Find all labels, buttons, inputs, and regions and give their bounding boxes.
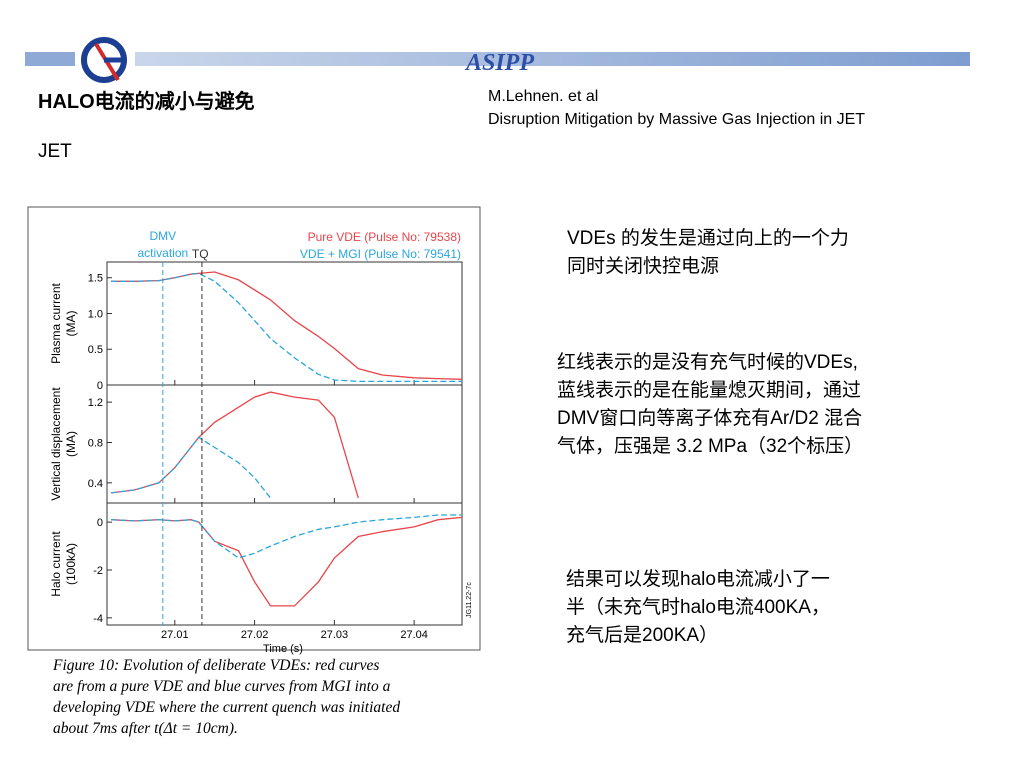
- caption: about 7ms after t(Δt = 10cm).: [53, 720, 238, 737]
- note: 气体，压强是 3.2 MPa（32个标压）: [557, 435, 863, 457]
- y-axis-label: Vertical displacement: [49, 387, 63, 501]
- note: 充气后是200KA）: [566, 624, 718, 646]
- curve: [110, 516, 463, 607]
- y-tick-label: 0: [97, 380, 103, 392]
- y-tick-label: 0: [97, 517, 103, 529]
- citation: M.Lehnen. et al: [488, 88, 598, 105]
- brand: ASIPP: [464, 50, 534, 76]
- panel: [106, 502, 463, 626]
- caption: developing VDE where the current quench …: [53, 699, 400, 716]
- logo: [81, 37, 127, 83]
- y-axis-label: Halo current: [49, 531, 63, 597]
- y-tick-label: 1.5: [88, 273, 103, 285]
- y-axis-label: (MA): [64, 311, 78, 337]
- header-bar: [135, 52, 970, 66]
- y-tick-label: 1.0: [88, 308, 103, 320]
- y-tick-label: 1.2: [88, 397, 103, 409]
- subtitle: JET: [38, 141, 72, 162]
- stamp: JG11.22-7c: [466, 582, 473, 618]
- note: VDEs 的发生是通过向上的一个力: [567, 227, 849, 249]
- curve: [111, 272, 462, 383]
- marker-label: activation: [137, 246, 188, 260]
- legend-entry: Pure VDE (Pulse No: 79538): [308, 230, 461, 244]
- y-tick-label: -4: [93, 613, 103, 625]
- curve: [110, 391, 359, 499]
- curve: [111, 271, 463, 380]
- curve: [110, 514, 462, 559]
- caption: Figure 10: Evolution of deliberate VDEs:…: [52, 657, 379, 674]
- note: 半（未充气时halo电流400KA，: [566, 596, 830, 618]
- x-tick-label: 27.04: [400, 629, 428, 641]
- note: 红线表示的是没有充气时候的VDEs,: [557, 351, 858, 373]
- x-tick-label: 27.03: [321, 629, 349, 641]
- curve: [110, 436, 272, 499]
- note: 结果可以发现halo电流减小了一: [566, 568, 830, 590]
- x-tick-label: 27.01: [161, 629, 189, 641]
- title: HALO电流的减小与避免: [38, 89, 255, 113]
- y-tick-label: 0.4: [88, 478, 103, 490]
- note: DMV窗口向等离子体充有Ar/D2 混合: [557, 407, 862, 429]
- note: 同时关闭快控电源: [567, 255, 719, 277]
- marker-label: TQ: [192, 247, 209, 261]
- y-tick-label: -2: [93, 565, 103, 577]
- x-axis-label: Time (s): [263, 643, 303, 655]
- y-axis-label: (MA): [64, 431, 78, 457]
- note: 蓝线表示的是在能量熄灭期间，通过: [557, 379, 861, 401]
- y-axis-label: Plasma current: [49, 282, 63, 363]
- legend-entry: VDE + MGI (Pulse No: 79541): [300, 247, 461, 261]
- y-axis-label: (100kA): [64, 543, 78, 585]
- x-tick-label: 27.02: [241, 629, 269, 641]
- marker-label: DMV: [150, 229, 177, 243]
- header-bar: [25, 52, 75, 66]
- y-tick-label: 0.8: [88, 437, 103, 449]
- figure-frame: [27, 206, 481, 651]
- citation: Disruption Mitigation by Massive Gas Inj…: [488, 111, 865, 128]
- y-tick-label: 0.5: [88, 344, 103, 356]
- caption: are from a pure VDE and blue curves from…: [53, 678, 391, 695]
